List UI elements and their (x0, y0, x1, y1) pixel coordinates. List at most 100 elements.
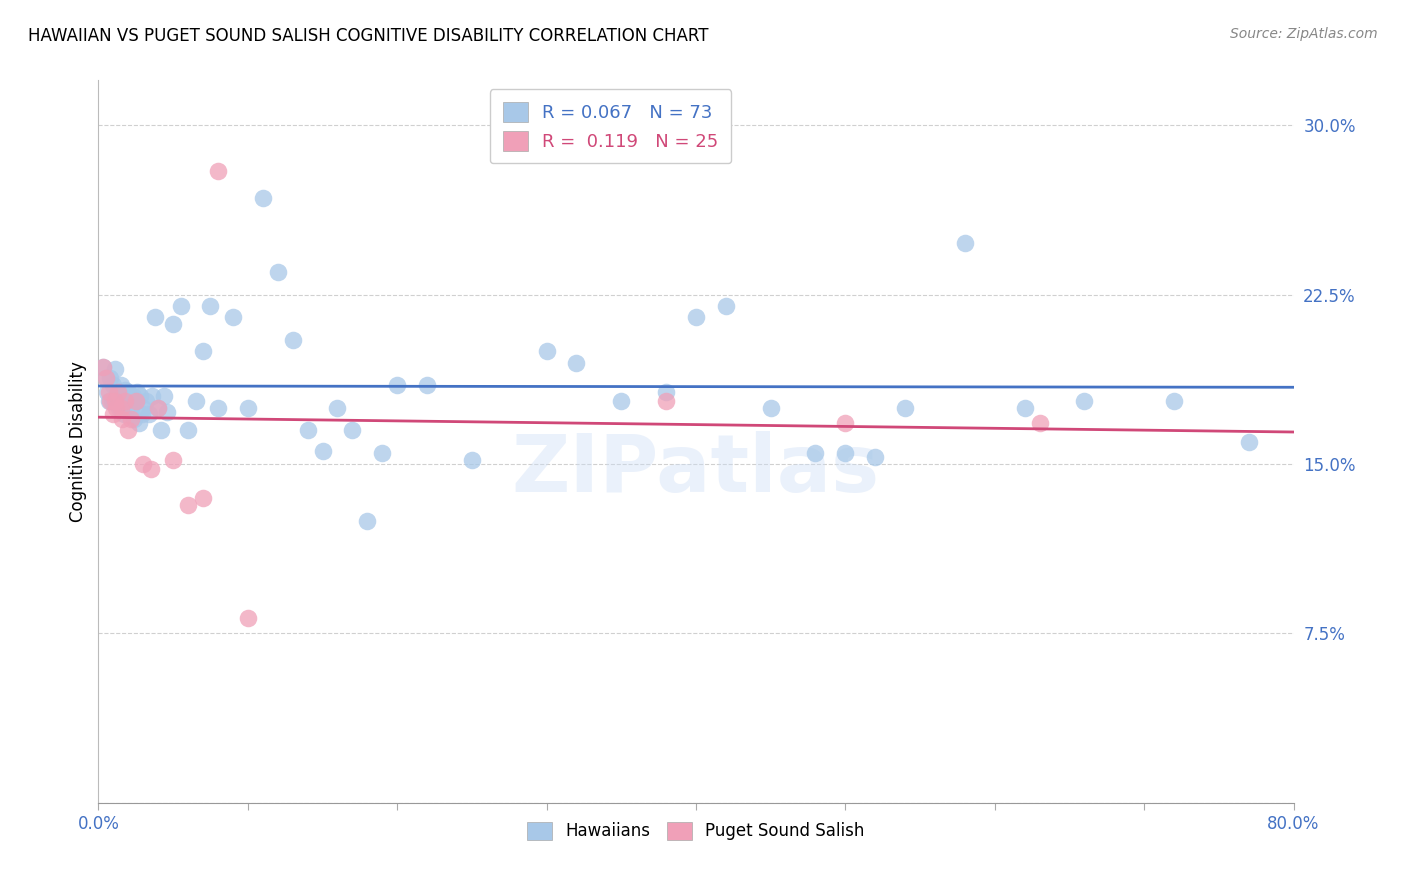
Point (565, 355, 588, 369)
Point (125, 393, 148, 408)
Point (110, 378, 132, 392)
Point (143, 310, 166, 325)
Point (91, 359, 114, 374)
Point (128, 417, 150, 431)
Point (191, 344, 214, 359)
Point (655, 393, 678, 408)
Point (371, 446, 394, 460)
Text: Source: ZipAtlas.com: Source: ZipAtlas.com (1230, 27, 1378, 41)
Point (103, 378, 125, 392)
Point (1163, 393, 1185, 408)
Point (121, 389, 143, 403)
Point (1028, 417, 1050, 431)
Point (356, 514, 378, 528)
Point (252, 191, 274, 205)
Point (610, 393, 633, 408)
Point (131, 408, 153, 422)
Point (129, 389, 152, 403)
Point (222, 310, 245, 325)
Point (120, 401, 142, 415)
Point (200, 299, 222, 313)
Point (105, 393, 128, 408)
Point (108, 401, 131, 415)
Point (156, 405, 179, 419)
Point (191, 491, 214, 505)
Point (281, 333, 304, 347)
Point (91, 359, 114, 374)
Point (110, 401, 132, 415)
Point (114, 393, 136, 408)
Point (104, 393, 127, 408)
Point (326, 401, 349, 415)
Point (1237, 434, 1260, 449)
Point (97, 393, 120, 408)
Point (342, 423, 364, 437)
Point (536, 344, 558, 359)
Point (177, 498, 200, 512)
Point (834, 446, 856, 460)
Point (162, 452, 184, 467)
Point (1014, 401, 1036, 415)
Point (894, 401, 917, 415)
Point (506, 107, 529, 121)
Point (139, 461, 162, 475)
Point (107, 384, 129, 399)
Point (141, 389, 163, 403)
Point (105, 401, 128, 415)
Point (115, 401, 138, 415)
Point (124, 412, 146, 426)
Point (120, 412, 142, 426)
Point (117, 384, 139, 399)
Point (94, 371, 117, 385)
Point (101, 393, 124, 408)
Point (169, 299, 191, 313)
Point (655, 384, 678, 399)
Point (184, 393, 207, 408)
Point (127, 384, 149, 399)
Point (148, 401, 170, 415)
Point (112, 408, 135, 422)
Point (148, 401, 170, 415)
Point (759, 401, 782, 415)
Point (461, 452, 484, 467)
Point (177, 423, 200, 437)
Text: ZIPatlas: ZIPatlas (512, 432, 880, 509)
Point (114, 383, 136, 397)
Y-axis label: Cognitive Disability: Cognitive Disability (69, 361, 87, 522)
Point (207, 401, 229, 415)
Point (236, 401, 259, 415)
Point (385, 378, 409, 392)
Legend: Hawaiians, Puget Sound Salish: Hawaiians, Puget Sound Salish (519, 814, 873, 848)
Point (311, 443, 333, 458)
Point (207, 163, 229, 178)
Point (111, 393, 134, 408)
Point (98, 393, 122, 408)
Point (236, 610, 259, 624)
Point (104, 362, 127, 376)
Point (865, 450, 887, 465)
Point (135, 393, 157, 408)
Point (96, 384, 118, 399)
Point (118, 393, 141, 408)
Point (267, 265, 290, 279)
Point (1073, 393, 1095, 408)
Point (834, 417, 856, 431)
Point (150, 423, 173, 437)
Text: HAWAIIAN VS PUGET SOUND SALISH COGNITIVE DISABILITY CORRELATION CHART: HAWAIIAN VS PUGET SOUND SALISH COGNITIVE… (28, 27, 709, 45)
Point (685, 310, 707, 325)
Point (94, 371, 117, 385)
Point (132, 457, 155, 471)
Point (132, 401, 155, 415)
Point (111, 412, 134, 426)
Point (125, 393, 148, 408)
Point (804, 446, 827, 460)
Point (714, 299, 737, 313)
Point (98, 371, 122, 385)
Point (297, 423, 319, 437)
Point (97, 384, 120, 399)
Point (103, 408, 125, 422)
Point (107, 384, 129, 399)
Point (138, 408, 160, 422)
Point (153, 389, 176, 403)
Point (162, 317, 184, 331)
